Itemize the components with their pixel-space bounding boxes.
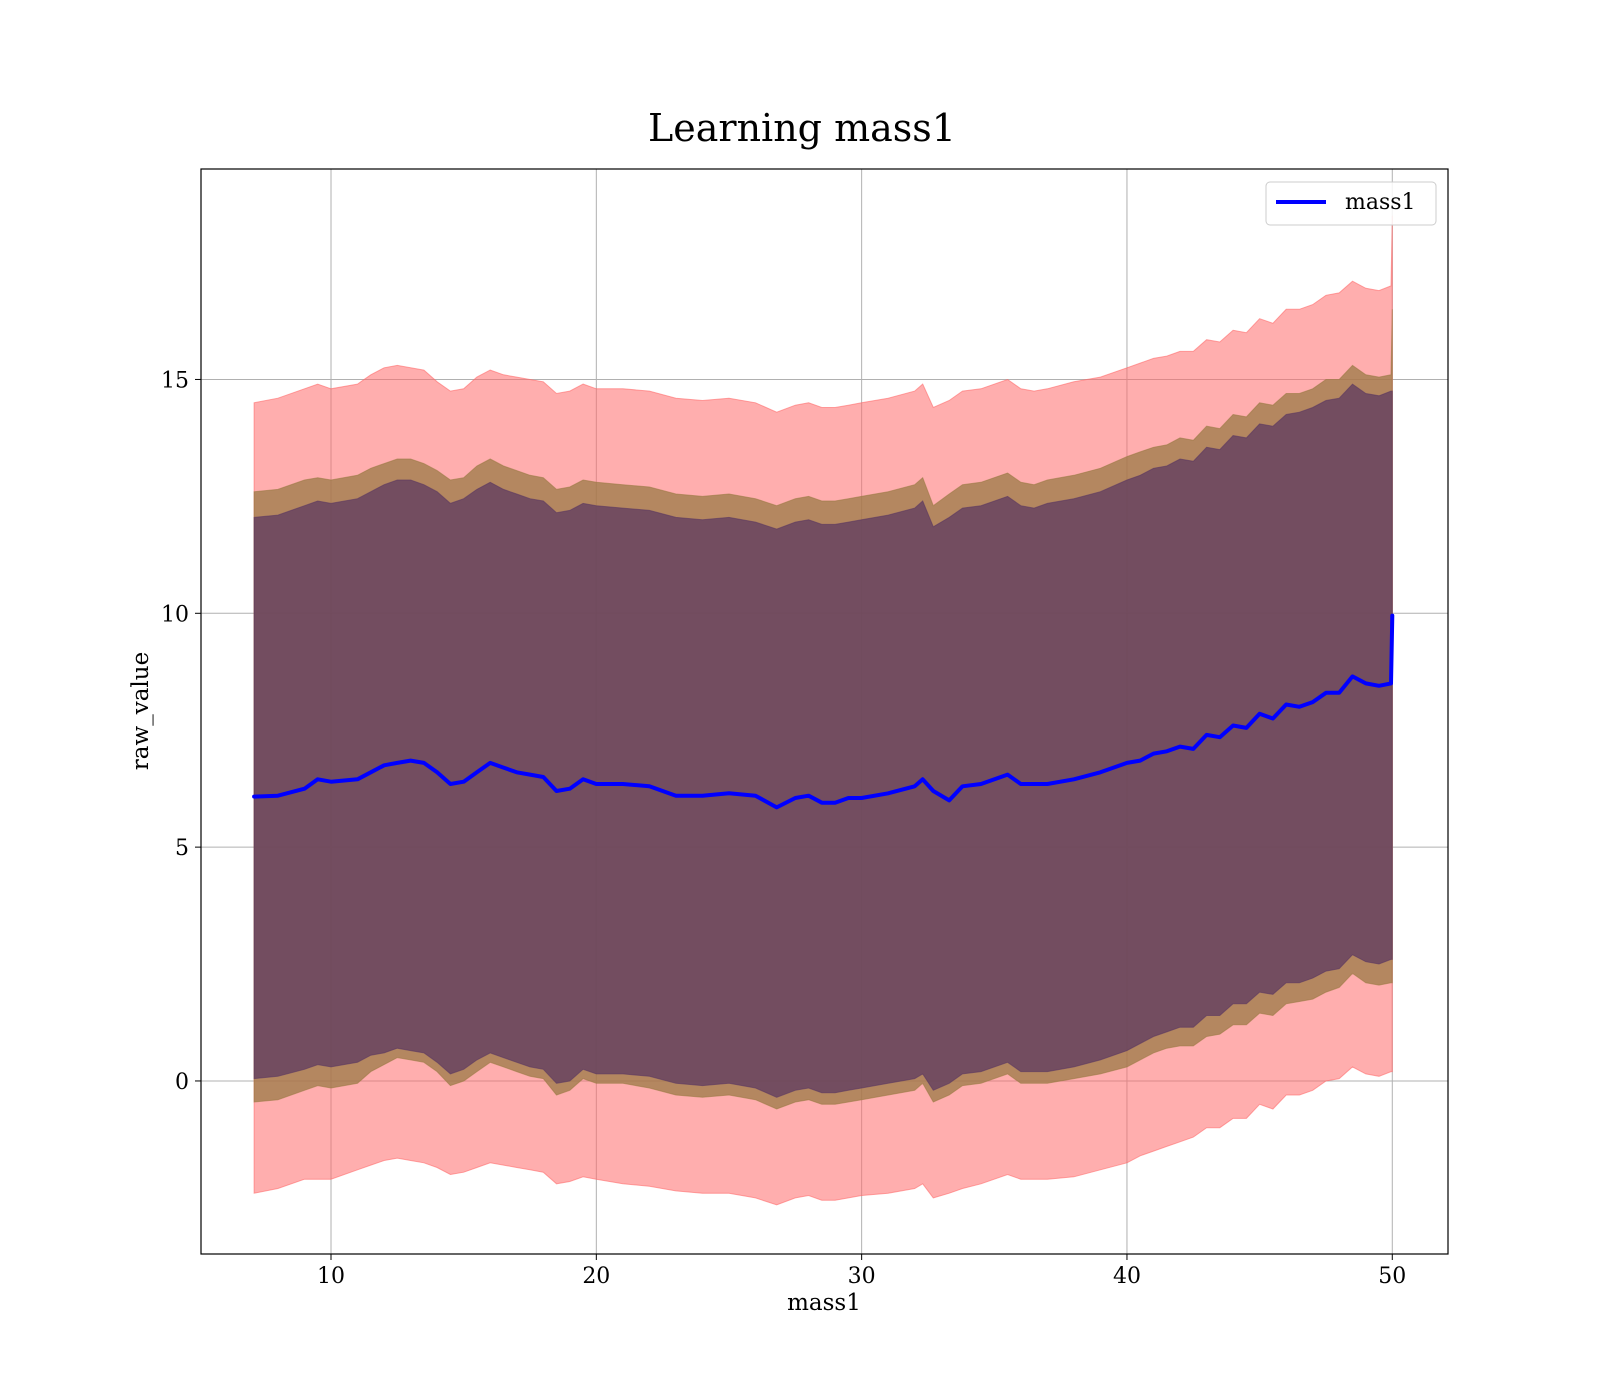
plot-area	[200, 168, 1449, 1255]
x-tick-label: 20	[582, 1264, 610, 1289]
legend: mass1	[1265, 181, 1437, 226]
y-axis-ticks: 0 5 10 15	[161, 368, 201, 1095]
y-tick-label: 15	[161, 368, 189, 393]
series-lines	[252, 613, 1395, 810]
y-tick-label: 5	[175, 836, 189, 861]
y-tick-label: 0	[175, 1070, 189, 1095]
y-tick-label: 10	[161, 602, 189, 627]
legend-label-mass1: mass1	[1345, 190, 1416, 215]
confidence-bands	[253, 215, 1393, 1206]
x-tick-label: 50	[1378, 1264, 1406, 1289]
y-axis-label: raw_value	[128, 652, 154, 770]
chart-title: Learning mass1	[648, 106, 956, 150]
plot-frame	[200, 168, 1449, 1255]
legend-box	[1265, 181, 1437, 226]
x-axis-label: mass1	[787, 1290, 861, 1316]
series-line-mass1	[252, 613, 1395, 810]
x-axis-ticks: 10 20 30 40 50	[317, 1254, 1406, 1289]
inner-band	[253, 383, 1393, 1098]
x-tick-label: 40	[1113, 1264, 1141, 1289]
x-tick-label: 30	[848, 1264, 876, 1289]
x-tick-label: 10	[317, 1264, 345, 1289]
